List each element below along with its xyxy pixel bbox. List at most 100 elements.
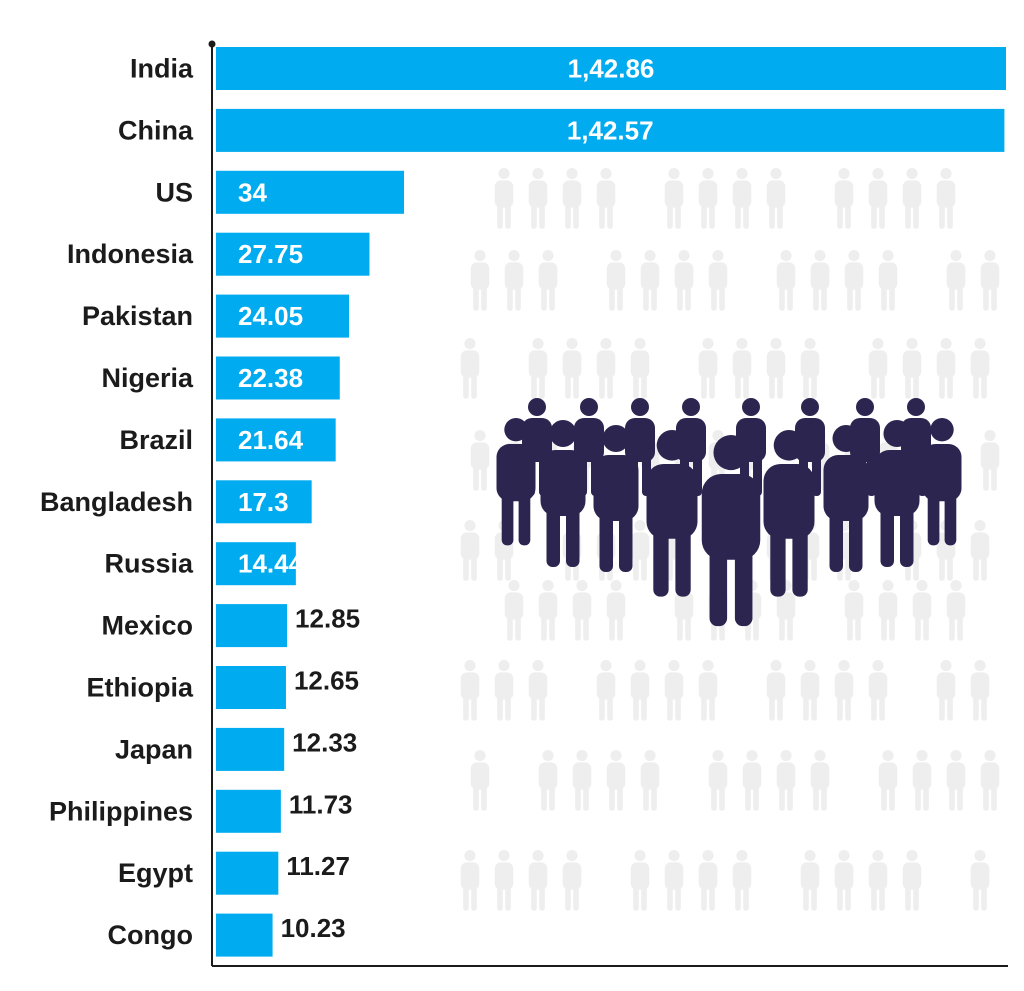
faded-person-icon <box>528 168 548 229</box>
faded-person-icon <box>562 168 582 229</box>
faded-person-icon <box>936 338 956 399</box>
bar-indonesia <box>216 232 370 276</box>
bar-philippines <box>216 789 281 833</box>
person-icon <box>496 418 536 546</box>
faded-person-icon <box>970 660 990 721</box>
faded-person-icon <box>946 580 966 641</box>
category-label-egypt: Egypt <box>118 858 193 888</box>
value-label-us: 34 <box>238 177 267 207</box>
faded-person-icon <box>878 580 898 641</box>
category-label-indonesia: Indonesia <box>67 239 194 269</box>
person-icon <box>763 430 815 597</box>
person-icon <box>922 418 962 546</box>
bar-bangladesh <box>216 480 312 524</box>
faded-person-icon <box>470 750 490 811</box>
faded-person-icon <box>708 750 728 811</box>
bar-ethiopia <box>216 666 286 709</box>
faded-person-icon <box>606 250 626 311</box>
bar-nigeria <box>216 356 340 400</box>
category-label-russia: Russia <box>104 549 194 579</box>
faded-crowd-background <box>460 168 1000 911</box>
category-label-mexico: Mexico <box>101 611 193 641</box>
faded-person-icon <box>606 750 626 811</box>
bar-us <box>216 170 405 214</box>
faded-person-icon <box>834 168 854 229</box>
value-label-congo: 10.23 <box>281 913 346 943</box>
faded-person-icon <box>494 168 514 229</box>
faded-person-icon <box>630 338 650 399</box>
faded-person-icon <box>970 520 990 581</box>
faded-person-icon <box>664 168 684 229</box>
faded-person-icon <box>674 250 694 311</box>
faded-person-icon <box>980 430 1000 491</box>
faded-person-icon <box>460 520 480 581</box>
faded-person-icon <box>460 850 480 911</box>
faded-person-icon <box>742 750 762 811</box>
faded-person-icon <box>912 580 932 641</box>
bar-china <box>216 108 1005 152</box>
faded-person-icon <box>596 168 616 229</box>
faded-person-icon <box>562 338 582 399</box>
axes <box>208 40 1008 967</box>
category-label-india: India <box>130 54 194 84</box>
faded-person-icon <box>834 850 854 911</box>
faded-person-icon <box>834 660 854 721</box>
value-label-russia: 14.44 <box>238 549 304 579</box>
faded-person-icon <box>494 850 514 911</box>
category-label-congo: Congo <box>108 920 193 950</box>
value-label-pakistan: 24.05 <box>238 301 303 331</box>
faded-person-icon <box>868 168 888 229</box>
bar-india <box>216 47 1006 90</box>
category-label-bangladesh: Bangladesh <box>40 487 193 517</box>
faded-person-icon <box>698 850 718 911</box>
person-icon <box>701 435 761 627</box>
faded-person-icon <box>504 250 524 311</box>
faded-person-icon <box>538 250 558 311</box>
bar-japan <box>216 727 285 771</box>
value-label-india: 1,42.86 <box>568 54 655 84</box>
faded-person-icon <box>800 338 820 399</box>
person-icon <box>646 430 698 597</box>
faded-person-icon <box>606 580 626 641</box>
person-icon <box>540 420 586 567</box>
person-icon <box>823 425 869 572</box>
faded-person-icon <box>562 850 582 911</box>
faded-person-icon <box>902 850 922 911</box>
faded-person-icon <box>538 750 558 811</box>
faded-person-icon <box>630 850 650 911</box>
faded-person-icon <box>868 338 888 399</box>
faded-person-icon <box>596 660 616 721</box>
category-label-china: China <box>118 115 194 145</box>
faded-person-icon <box>776 750 796 811</box>
bar-russia <box>216 542 296 586</box>
category-label-ethiopia: Ethiopia <box>87 673 194 703</box>
value-label-ethiopia: 12.65 <box>294 666 359 696</box>
value-label-indonesia: 27.75 <box>238 239 303 269</box>
faded-person-icon <box>776 250 796 311</box>
faded-person-icon <box>630 660 650 721</box>
faded-person-icon <box>460 660 480 721</box>
faded-person-icon <box>528 338 548 399</box>
value-label-mexico: 12.85 <box>295 604 360 634</box>
faded-person-icon <box>946 250 966 311</box>
faded-person-icon <box>494 660 514 721</box>
faded-person-icon <box>844 250 864 311</box>
bar-congo <box>216 913 273 957</box>
bars-group <box>216 47 1006 957</box>
faded-person-icon <box>732 338 752 399</box>
faded-person-icon <box>504 580 524 641</box>
category-label-pakistan: Pakistan <box>82 301 193 331</box>
bar-brazil <box>216 418 336 462</box>
faded-person-icon <box>596 338 616 399</box>
value-label-egypt: 11.27 <box>286 851 350 881</box>
faded-person-icon <box>460 338 480 399</box>
value-label-brazil: 21.64 <box>238 425 304 455</box>
faded-person-icon <box>878 250 898 311</box>
faded-person-icon <box>664 850 684 911</box>
value-label-japan: 12.33 <box>292 727 357 757</box>
value-label-china: 1,42.57 <box>567 115 654 145</box>
faded-person-icon <box>878 750 898 811</box>
category-label-philippines: Philippines <box>49 796 193 826</box>
person-icon <box>574 398 604 496</box>
